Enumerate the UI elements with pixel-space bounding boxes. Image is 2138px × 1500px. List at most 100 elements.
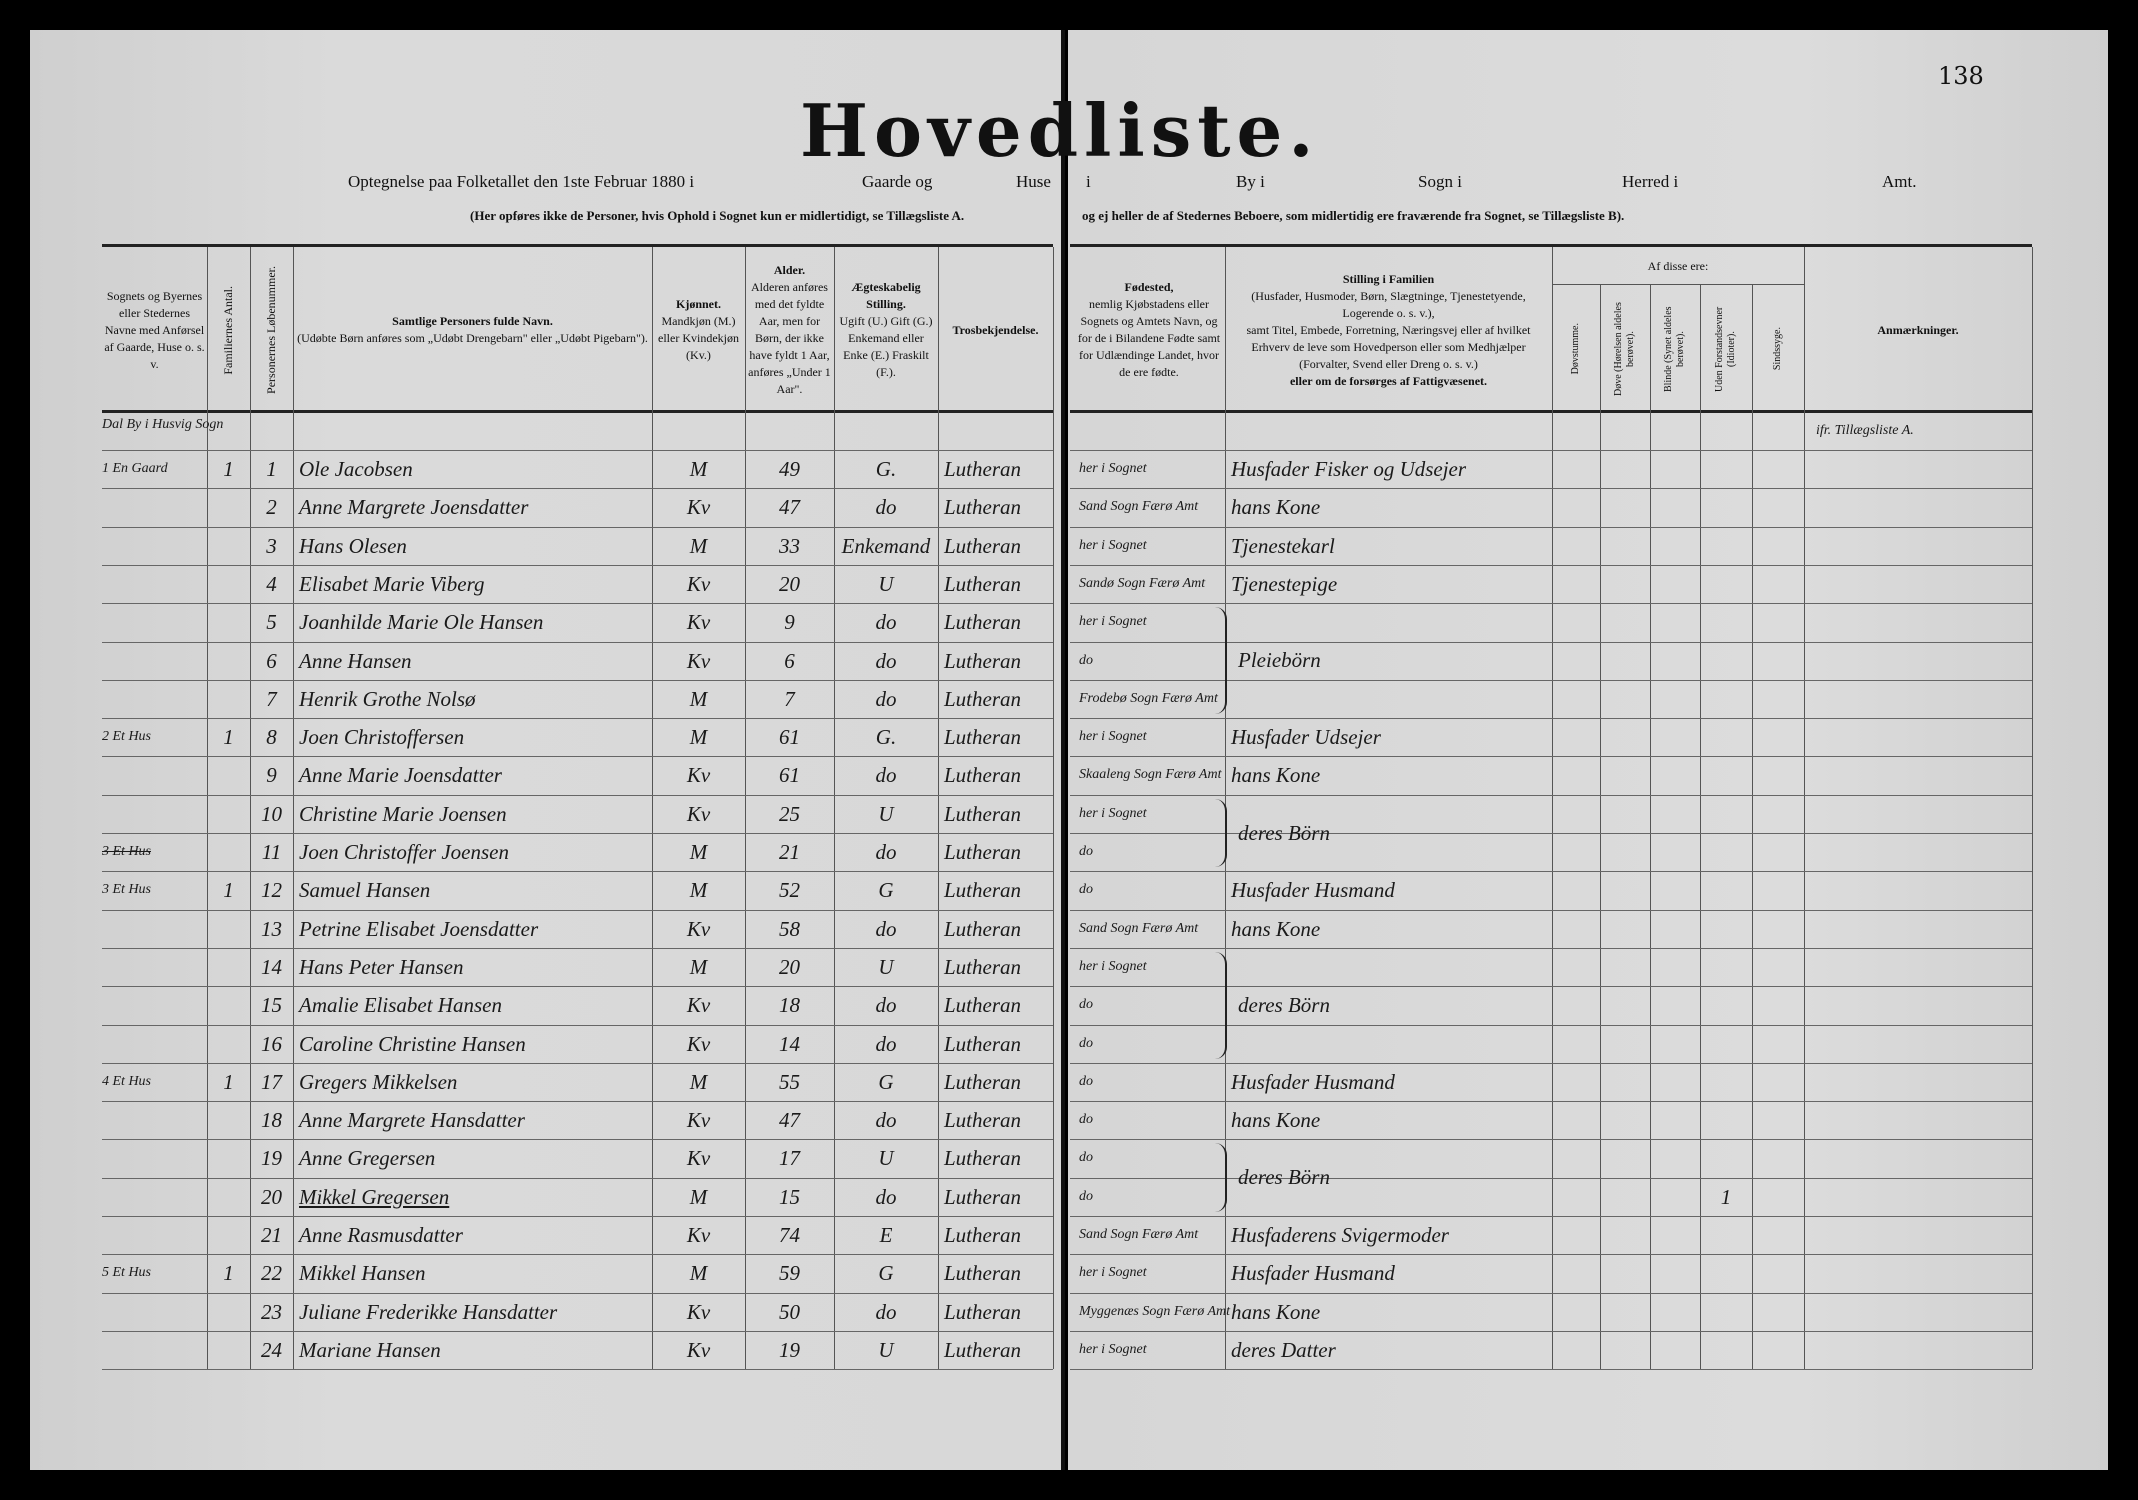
cell-civil: G xyxy=(878,1069,894,1094)
column-line xyxy=(1053,247,1054,1369)
left-page xyxy=(30,30,1063,1470)
header-bottom-rule xyxy=(1070,410,2032,413)
cell-sex: M xyxy=(689,877,708,902)
cell-name: Anne Gregersen xyxy=(299,1145,436,1170)
cell-fam xyxy=(207,565,250,603)
column-line xyxy=(938,247,939,1369)
row-line xyxy=(102,1216,1053,1217)
cell-religion: Lutheran xyxy=(944,686,1022,711)
header-position-note2: samt Titel, Embede, Forretning, Næringsv… xyxy=(1246,322,1531,371)
cell-place xyxy=(96,948,207,986)
header-birthplace: Fødested, nemlig Kjøbstadens eller Sognet… xyxy=(1073,248,1225,412)
row-line xyxy=(102,910,1053,911)
column-line xyxy=(652,247,653,1369)
cell-fam xyxy=(207,1293,250,1331)
cell-name: Hans Peter Hansen xyxy=(299,954,464,979)
cell-no: 15 xyxy=(261,992,282,1017)
cell-sex: M xyxy=(689,1260,708,1285)
column-line xyxy=(250,247,251,1369)
cell-age: 9 xyxy=(784,609,795,634)
cell-no: 19 xyxy=(261,1145,282,1170)
cell-position: Husfader Udsejer xyxy=(1231,724,1381,749)
header-age-title: Alder. xyxy=(773,263,806,277)
cell-birthplace: do xyxy=(1079,653,1093,668)
row-line xyxy=(1070,1331,2032,1332)
cell-place xyxy=(96,565,207,603)
cell-no: 2 xyxy=(266,494,277,519)
row-line xyxy=(102,1178,1053,1179)
cell-name: Gregers Mikkelsen xyxy=(299,1069,458,1094)
header-position-title: Stilling i Familien xyxy=(1342,271,1435,286)
cell-name: Henrik Grothe Nolsø xyxy=(299,686,476,711)
row-line xyxy=(1070,450,2032,451)
cell-place xyxy=(96,1139,207,1177)
cell-no: 1 xyxy=(266,456,277,481)
cell-place: 4 Et Hus xyxy=(102,1074,151,1089)
cell-sex: Kv xyxy=(686,992,711,1017)
row-line xyxy=(1070,1293,2032,1294)
cell-sex: Kv xyxy=(686,1337,711,1362)
cell-religion: Lutheran xyxy=(944,456,1022,481)
cell-sex: M xyxy=(689,724,708,749)
header-age-note: Alderen anføres med det fyldte Aar, men … xyxy=(748,280,831,396)
cell-sex: Kv xyxy=(686,1299,711,1324)
cell-age: 6 xyxy=(784,648,795,673)
cell-no: 5 xyxy=(266,609,277,634)
cell-position: Tjenestepige xyxy=(1231,571,1338,596)
cell-place: 1 En Gaard xyxy=(102,461,168,476)
cell-name: Christine Marie Joensen xyxy=(299,801,507,826)
cell-fam xyxy=(207,986,250,1024)
cell-civil: G xyxy=(878,877,894,902)
row-line xyxy=(102,1254,1053,1255)
row-line xyxy=(1070,833,2032,834)
cell-no: 18 xyxy=(261,1107,282,1132)
cell-no: 14 xyxy=(261,954,282,979)
cell-religion: Lutheran xyxy=(944,1184,1022,1209)
cell-religion: Lutheran xyxy=(944,992,1022,1017)
row-line xyxy=(1070,1369,2032,1370)
cell-religion: Lutheran xyxy=(944,571,1022,596)
cell-birthplace: Sand Sogn Færø Amt xyxy=(1079,1227,1199,1242)
cell-name: Amalie Elisabet Hansen xyxy=(299,992,502,1017)
cell-fam xyxy=(207,642,250,680)
cell-no: 3 xyxy=(266,533,277,558)
cell-age: 52 xyxy=(779,877,800,902)
row-line xyxy=(102,450,1053,451)
cell-civil: U xyxy=(878,571,894,596)
cell-position: hans Kone xyxy=(1231,1107,1321,1132)
cell-birthplace: Sand Sogn Færø Amt xyxy=(1079,921,1199,936)
cell-place: 3 Et Hus xyxy=(102,882,151,897)
row-line xyxy=(102,871,1053,872)
cell-name: Elisabet Marie Viberg xyxy=(299,571,485,596)
cell-sex: Kv xyxy=(686,916,711,941)
cell-age: 74 xyxy=(779,1222,800,1247)
note-tillaegsliste-b: og ej heller de af Stedernes Beboere, so… xyxy=(1082,208,1625,223)
cell-no: 16 xyxy=(261,1031,282,1056)
cell-sex: Kv xyxy=(686,1031,711,1056)
cell-fam xyxy=(207,527,250,565)
cell-fam xyxy=(207,1139,250,1177)
cell-position: Tjenestekarl xyxy=(1231,533,1335,558)
cell-place xyxy=(96,642,207,680)
row-line xyxy=(102,642,1053,643)
cell-sex: M xyxy=(689,686,708,711)
cell-no: 24 xyxy=(261,1337,282,1362)
cell-birthplace: Frodebø Sogn Færø Amt xyxy=(1079,691,1218,706)
cell-age: 47 xyxy=(779,494,800,519)
cell-age: 58 xyxy=(779,916,800,941)
cell-place xyxy=(96,756,207,794)
cell-sex: Kv xyxy=(686,1107,711,1132)
header-name-title: Samtlige Personers fulde Navn. xyxy=(392,314,553,328)
cell-civil: E xyxy=(879,1222,893,1247)
cell-sex: M xyxy=(689,954,708,979)
cell-civil: do xyxy=(875,494,897,519)
cell-position: Husfaderens Svigermoder xyxy=(1231,1222,1449,1247)
row-line xyxy=(102,1331,1053,1332)
bracket-label: Pleiebörn xyxy=(1238,648,1321,673)
cell-name: Mariane Hansen xyxy=(299,1337,441,1362)
cell-birthplace: do xyxy=(1079,1150,1093,1165)
bracket-label: deres Börn xyxy=(1238,1165,1330,1190)
header-birthplace-note: nemlig Kjøbstadens eller Sognets og Amte… xyxy=(1077,297,1221,379)
header-civil-note: Ugift (U.) Gift (G.) Enkemand eller Enke… xyxy=(839,314,933,379)
row-line xyxy=(1070,527,2032,528)
